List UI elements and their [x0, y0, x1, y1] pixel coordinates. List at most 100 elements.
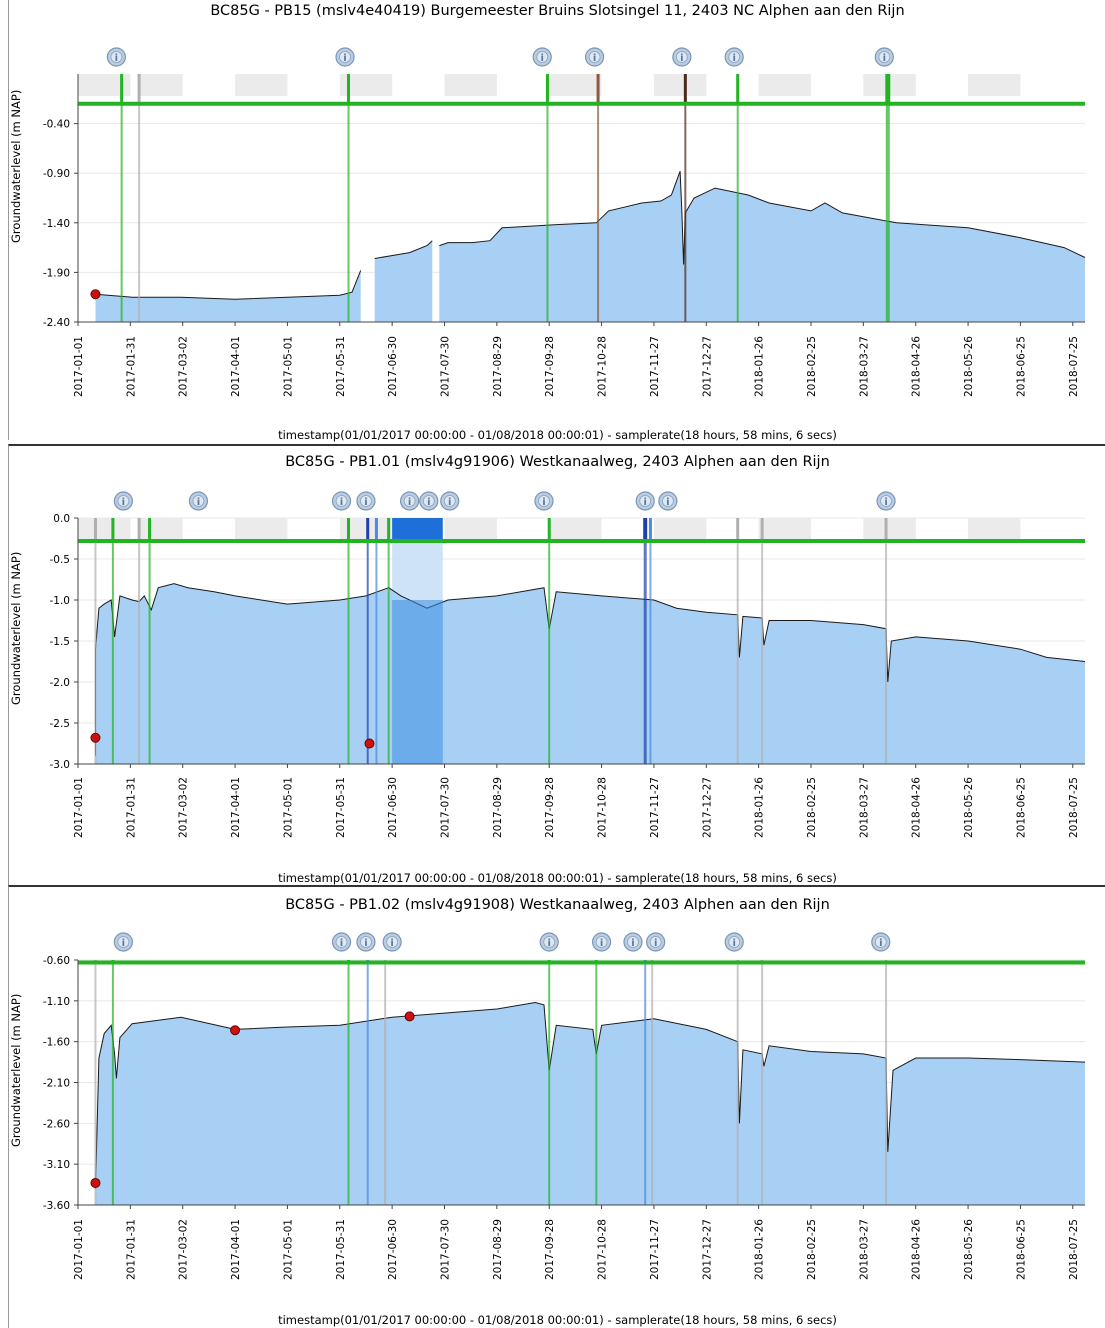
- info-icon-glyph: i: [547, 938, 550, 949]
- x-tick-label: 2017-06-30: [387, 777, 399, 838]
- x-tick-label: 2017-04-01: [230, 1219, 242, 1280]
- info-icon-glyph: i: [732, 938, 735, 949]
- plot-area[interactable]: -0.60-1.10-1.60-2.10-2.60-3.10-3.602017-…: [9, 887, 1105, 1328]
- x-tick-label: 2017-07-30: [439, 336, 451, 397]
- info-icon-inner: [192, 495, 205, 507]
- info-icon[interactable]: i: [672, 47, 692, 67]
- y-tick-label: -2.10: [43, 1078, 70, 1090]
- info-icon-inner: [874, 936, 887, 948]
- info-icon[interactable]: i: [356, 932, 376, 952]
- chart-title: BC85G - PB1.01 (mslv4g91906) Westkanaalw…: [285, 454, 830, 470]
- info-icon[interactable]: i: [331, 491, 352, 511]
- info-icon[interactable]: i: [724, 47, 744, 67]
- info-icon-inner: [538, 495, 550, 507]
- x-tick-label: 2017-09-28: [544, 777, 556, 838]
- info-icon[interactable]: i: [113, 491, 133, 511]
- x-tick-label: 2018-05-26: [963, 336, 975, 397]
- y-tick-label: -1.10: [43, 996, 70, 1008]
- x-tick-label: 2018-02-25: [806, 1219, 818, 1280]
- info-icon[interactable]: i: [106, 47, 126, 67]
- x-tick-label: 2017-08-29: [492, 777, 504, 838]
- y-tick-label: -1.40: [43, 218, 70, 230]
- info-icon-inner: [588, 51, 601, 63]
- info-icon[interactable]: i: [646, 932, 666, 952]
- period-band: [653, 74, 707, 96]
- y-tick-label: -2.0: [50, 677, 71, 689]
- y-tick-label: -1.5: [50, 636, 71, 648]
- info-icon[interactable]: i: [382, 932, 402, 952]
- period-band: [863, 518, 916, 540]
- info-icon[interactable]: i: [876, 491, 896, 511]
- info-icon-inner: [627, 936, 639, 948]
- info-icon-glyph: i: [883, 53, 886, 64]
- series-area: [439, 171, 1085, 322]
- info-icon-glyph: i: [732, 53, 735, 64]
- info-icon[interactable]: i: [331, 932, 352, 952]
- info-icon-glyph: i: [427, 497, 430, 508]
- info-icon-glyph: i: [643, 497, 646, 508]
- info-icon[interactable]: i: [658, 491, 678, 511]
- series-area: [95, 583, 1085, 764]
- info-icon[interactable]: i: [440, 491, 460, 511]
- x-tick-label: 2017-05-01: [282, 777, 294, 838]
- info-icon-inner: [880, 495, 892, 507]
- x-tick-label: 2017-11-27: [649, 336, 661, 397]
- y-tick-label: -1.0: [50, 595, 71, 607]
- info-icon[interactable]: i: [113, 932, 133, 952]
- x-tick-label: 2018-06-25: [1015, 777, 1027, 838]
- info-icon-inner: [443, 495, 456, 507]
- x-tick-label: 2018-01-26: [754, 777, 766, 838]
- info-icon[interactable]: i: [399, 491, 420, 511]
- info-icon-glyph: i: [631, 938, 634, 949]
- info-icon[interactable]: i: [188, 491, 209, 511]
- period-band: [758, 74, 811, 96]
- info-icon-inner: [422, 495, 435, 507]
- x-tick-label: 2018-07-25: [1068, 1219, 1080, 1280]
- y-tick-label: -1.60: [43, 1037, 70, 1049]
- x-tick-label: 2018-03-27: [858, 336, 870, 397]
- info-icon[interactable]: i: [584, 47, 605, 67]
- info-icon-glyph: i: [680, 53, 683, 64]
- info-icon[interactable]: i: [623, 932, 643, 952]
- info-icon-inner: [728, 936, 741, 948]
- period-band: [235, 74, 288, 96]
- chart-title: BC85G - PB15 (mslv4e40419) Burgemeester …: [210, 3, 905, 19]
- x-tick-label: 2017-06-30: [387, 336, 399, 397]
- info-icon[interactable]: i: [532, 47, 552, 67]
- info-icon-inner: [339, 51, 351, 63]
- info-icon[interactable]: i: [419, 491, 439, 511]
- info-icon-inner: [360, 936, 372, 948]
- y-tick-label: -0.90: [43, 168, 70, 180]
- x-tick-label: 2017-01-31: [125, 777, 137, 838]
- info-icon[interactable]: i: [874, 47, 894, 67]
- x-tick-label: 2018-04-26: [911, 336, 923, 397]
- info-icon[interactable]: i: [539, 932, 559, 952]
- x-tick-label: 2018-04-26: [911, 777, 923, 838]
- info-icon-glyph: i: [654, 938, 657, 949]
- info-icon[interactable]: i: [591, 932, 612, 952]
- x-tick-label: 2017-07-30: [439, 777, 451, 838]
- info-icon[interactable]: i: [534, 491, 554, 511]
- x-tick-label: 2017-08-29: [492, 336, 504, 397]
- highlight-band-top: [392, 518, 443, 541]
- info-icon-glyph: i: [340, 497, 343, 508]
- info-icon-glyph: i: [666, 497, 669, 508]
- info-icon[interactable]: i: [724, 932, 744, 952]
- info-icon[interactable]: i: [871, 932, 891, 952]
- x-tick-label: 2017-01-01: [73, 1219, 85, 1280]
- info-icon[interactable]: i: [635, 491, 655, 511]
- info-icon-glyph: i: [542, 497, 545, 508]
- y-tick-label: -3.10: [43, 1159, 70, 1171]
- x-tick-label: 2017-09-28: [544, 1219, 556, 1280]
- period-band: [339, 518, 393, 540]
- info-icon[interactable]: i: [356, 491, 376, 511]
- info-icon[interactable]: i: [335, 47, 355, 67]
- x-tick-label: 2017-03-02: [178, 1219, 190, 1280]
- info-icon-inner: [661, 495, 674, 507]
- x-tick-label: 2017-08-29: [492, 1219, 504, 1280]
- info-icon-glyph: i: [448, 497, 451, 508]
- y-tick-label: -2.60: [43, 1118, 70, 1130]
- info-icon-glyph: i: [197, 497, 200, 508]
